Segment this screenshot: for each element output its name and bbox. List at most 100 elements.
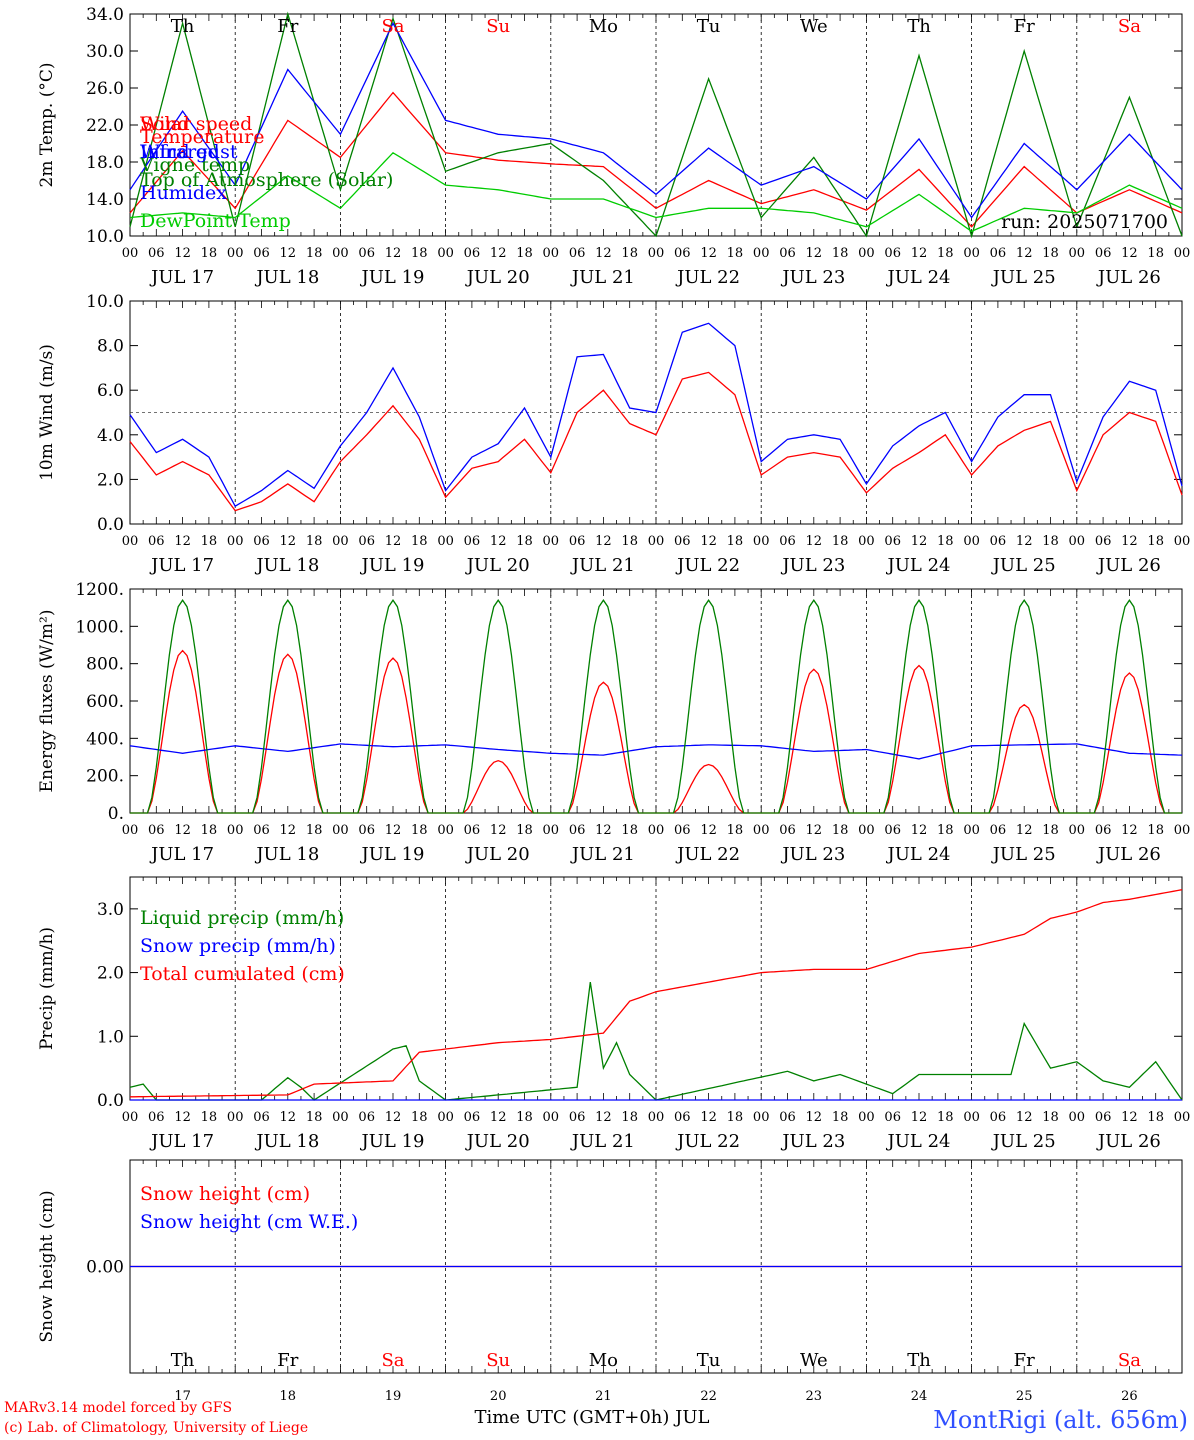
hour-tick-label: 18: [621, 246, 638, 261]
hour-tick-label: 18: [306, 534, 323, 549]
weekday-label: We: [800, 1350, 828, 1371]
hour-tick-label: 12: [1016, 534, 1033, 549]
y-tick-label: 18.0: [86, 153, 124, 173]
hour-tick-label: 06: [779, 534, 796, 549]
y-tick-label: 1.0: [97, 1027, 124, 1047]
day-number-label: 18: [280, 1389, 297, 1404]
date-label: JUL 17: [149, 844, 214, 865]
hour-tick-label: 06: [569, 823, 586, 838]
hour-tick-label: 00: [332, 534, 349, 549]
hour-tick-label: 12: [385, 246, 402, 261]
weekday-label: Mo: [589, 16, 618, 37]
date-label: JUL 26: [1096, 844, 1161, 865]
hour-tick-label: 18: [1147, 1110, 1164, 1125]
hour-tick-label: 00: [122, 1110, 139, 1125]
date-label: JUL 22: [675, 555, 740, 576]
series-line-wind-gust: [129, 322, 1183, 508]
day-number-label: 22: [700, 1389, 717, 1404]
hour-tick-label: 06: [1095, 534, 1112, 549]
hour-tick-label: 06: [464, 246, 481, 261]
hour-tick-label: 06: [674, 534, 691, 549]
hour-tick-label: 00: [648, 534, 665, 549]
hour-tick-label: 12: [911, 246, 928, 261]
date-label: JUL 21: [570, 555, 635, 576]
hour-tick-label: 00: [648, 1110, 665, 1125]
date-label: JUL 25: [991, 844, 1056, 865]
hour-tick-label: 00: [227, 1110, 244, 1125]
hour-tick-label: 00: [753, 534, 770, 549]
hour-tick-label: 12: [490, 823, 507, 838]
hour-tick-label: 18: [516, 534, 533, 549]
hour-tick-label: 06: [148, 823, 165, 838]
hour-tick-label: 00: [1069, 534, 1086, 549]
date-label: JUL 21: [570, 267, 635, 288]
y-tick-label: 1200.: [75, 580, 124, 600]
y-tick-label: 6.0: [97, 381, 124, 401]
date-label: JUL 24: [886, 555, 951, 576]
legend-entry: Total cumulated (cm): [140, 963, 345, 985]
hour-tick-label: 18: [1147, 823, 1164, 838]
y-axis-label: Precip (mm/h): [37, 927, 57, 1050]
day-number-label: 24: [911, 1389, 928, 1404]
legend-entry: Wind speed: [140, 113, 252, 135]
date-label: JUL 18: [254, 844, 319, 865]
date-label: JUL 18: [254, 555, 319, 576]
station-name: MontRigi (alt. 656m): [933, 1406, 1188, 1434]
hour-tick-label: 00: [437, 534, 454, 549]
hour-tick-label: 12: [174, 1110, 191, 1125]
series-line-humidex: [129, 21, 1183, 219]
hour-tick-label: 12: [1016, 823, 1033, 838]
hour-tick-label: 12: [1121, 534, 1138, 549]
hour-tick-label: 00: [1069, 1110, 1086, 1125]
day-number-label: 17: [174, 1389, 191, 1404]
hour-tick-label: 12: [700, 823, 717, 838]
y-tick-label: 22.0: [86, 116, 124, 136]
date-label: JUL 24: [886, 1131, 951, 1152]
hour-tick-label: 18: [516, 246, 533, 261]
weekday-label: Sa: [381, 16, 404, 37]
hour-tick-label: 00: [858, 246, 875, 261]
legend-entry: DewPoint Temp: [140, 210, 291, 232]
hour-tick-label: 12: [595, 534, 612, 549]
hour-tick-label: 12: [700, 246, 717, 261]
weekday-label: Th: [907, 16, 931, 37]
hour-tick-label: 06: [1095, 246, 1112, 261]
hour-tick-label: 18: [621, 534, 638, 549]
hour-tick-label: 06: [569, 246, 586, 261]
y-tick-label: 4.0: [97, 426, 124, 446]
date-label: JUL 22: [675, 1131, 740, 1152]
date-label: JUL 23: [780, 1131, 845, 1152]
hour-tick-label: 06: [674, 823, 691, 838]
hour-tick-label: 00: [227, 246, 244, 261]
y-tick-label: 2.0: [97, 470, 124, 490]
day-number-label: 19: [385, 1389, 402, 1404]
hour-tick-label: 06: [884, 1110, 901, 1125]
date-label: JUL 18: [254, 1131, 319, 1152]
hour-tick-label: 12: [1121, 246, 1138, 261]
date-label: JUL 17: [149, 267, 214, 288]
weekday-label: Th: [171, 1350, 195, 1371]
date-label: JUL 19: [360, 555, 425, 576]
weekday-label: Su: [486, 16, 510, 37]
hour-tick-label: 18: [411, 823, 428, 838]
hour-tick-label: 06: [464, 534, 481, 549]
date-label: JUL 21: [570, 844, 635, 865]
day-number-label: 21: [595, 1389, 612, 1404]
hour-tick-label: 00: [858, 1110, 875, 1125]
hour-tick-label: 12: [280, 823, 297, 838]
hour-tick-label: 00: [122, 246, 139, 261]
hour-tick-label: 00: [543, 246, 560, 261]
hour-tick-label: 18: [727, 246, 744, 261]
hour-tick-label: 00: [227, 534, 244, 549]
hour-tick-label: 00: [753, 246, 770, 261]
credit-lab: (c) Lab. of Climatology, University of L…: [4, 1420, 309, 1436]
hour-tick-label: 00: [753, 1110, 770, 1125]
hour-tick-label: 18: [201, 534, 218, 549]
date-label: JUL 26: [1096, 555, 1161, 576]
y-tick-label: 0.0: [97, 515, 124, 535]
hour-tick-label: 00: [963, 534, 980, 549]
hour-tick-label: 18: [832, 823, 849, 838]
weekday-label: Th: [907, 1350, 931, 1371]
hour-tick-label: 12: [385, 534, 402, 549]
